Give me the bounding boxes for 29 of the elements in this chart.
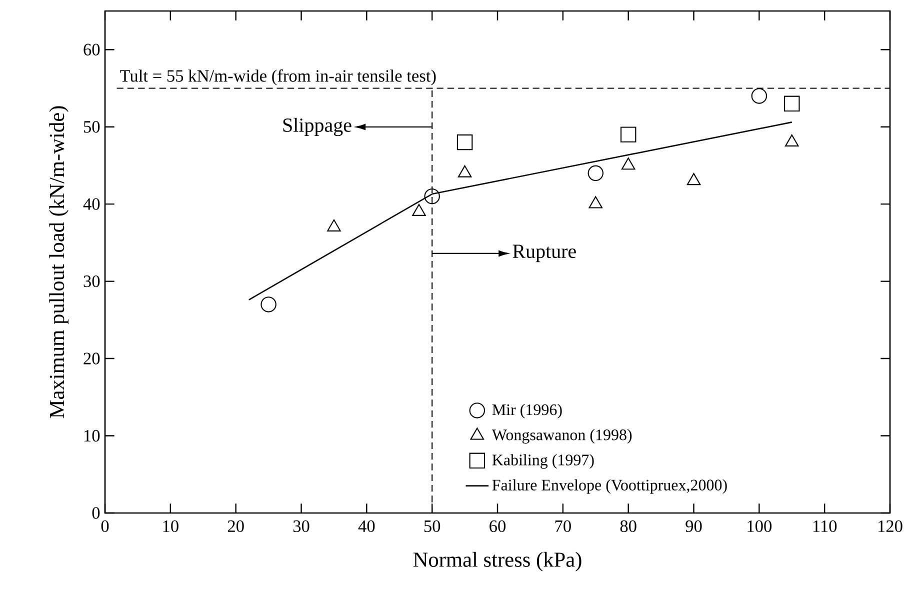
y-axis-title: Maximum pullout load (kN/m-wide) [49, 106, 68, 418]
x-axis-title: Normal stress (kPa) [413, 552, 582, 572]
x-tick-label: 50 [424, 520, 440, 532]
x-tick-label: 90 [686, 520, 702, 532]
x-tick-label: 60 [490, 520, 506, 532]
y-tick-label: 20 [84, 352, 100, 364]
annotation: Slippage [283, 118, 352, 136]
x-tick-label: 0 [101, 520, 109, 532]
y-tick-label: 40 [83, 198, 100, 210]
annotation: Rupture [512, 244, 576, 262]
y-tick-label: 30 [84, 275, 100, 288]
y-tick-label: 60 [84, 44, 100, 56]
legend-label: Wongsawanon (1998) [492, 429, 632, 444]
x-tick-label: 70 [555, 520, 571, 532]
y-tick-label: 0 [92, 507, 100, 519]
legend-label: Failure Envelope (Voottipruex,2000) [492, 479, 727, 494]
y-tick-label: 50 [84, 120, 100, 133]
x-tick-label: 80 [620, 520, 636, 532]
x-tick-label: 40 [358, 520, 375, 532]
x-tick-label: 30 [293, 520, 310, 532]
legend-label: Mir (1996) [492, 404, 562, 418]
ref-line-label: Tult = 55 kN/m-wide (from in-air tensile test) [120, 69, 436, 86]
x-tick-label: 100 [748, 520, 772, 532]
x-tick-label: 120 [878, 520, 902, 532]
x-tick-label: 20 [228, 520, 244, 532]
y-tick-label: 10 [84, 430, 100, 442]
legend-label: Kabiling (1997) [492, 454, 594, 469]
x-tick-label: 10 [163, 520, 178, 532]
x-tick-label: 110 [813, 520, 837, 532]
